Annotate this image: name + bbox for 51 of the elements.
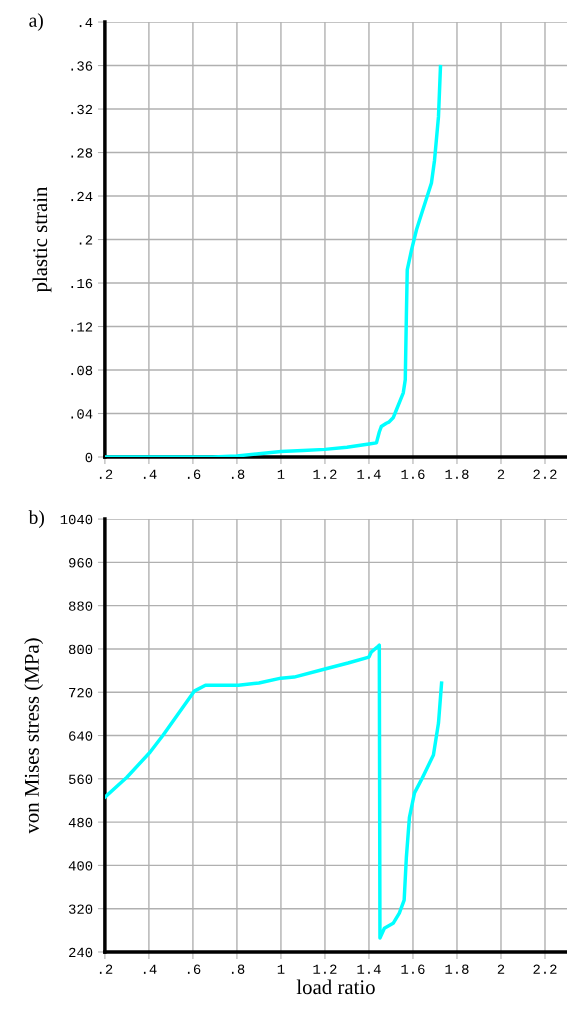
x-tick-label: 2 — [497, 964, 505, 974]
x-tick-label: .8 — [231, 469, 245, 480]
y-tick-label: .32 — [71, 104, 93, 115]
y-tick-label: 1040 — [60, 514, 93, 525]
y-axis-title: plastic strain — [32, 186, 52, 293]
y-tick-label: 0 — [85, 452, 93, 463]
y-tick-label: 800 — [68, 644, 93, 655]
x-tick-label: 1 — [277, 964, 285, 974]
y-tick-label: 480 — [68, 817, 93, 828]
x-tick-label: 1.8 — [445, 469, 469, 480]
x-tick-label: .6 — [187, 964, 201, 974]
x-tick-label: .2 — [99, 469, 113, 479]
x-tick-label: 2.2 — [533, 469, 557, 479]
y-axis-title: von Mises stress (MPa) — [24, 638, 44, 834]
y-tick-label: .04 — [71, 409, 93, 419]
x-tick-label: .2 — [99, 964, 113, 974]
x-tick-label: 1.6 — [401, 964, 425, 974]
text: a) — [29, 13, 43, 31]
y-tick-label: .16 — [71, 278, 93, 289]
y-tick-label: .08 — [71, 365, 93, 376]
y-tick-label: 960 — [69, 558, 93, 568]
y-tick-label: 240 — [69, 947, 93, 958]
x-tick-label: 1.2 — [313, 964, 337, 974]
x-tick-label: 2 — [497, 469, 505, 479]
x-tick-label: 2.2 — [533, 964, 557, 974]
x-tick-label: 1.8 — [445, 964, 469, 974]
y-tick-label: .4 — [79, 17, 93, 28]
x-tick-label: .4 — [143, 964, 157, 974]
x-tick-label: .8 — [231, 964, 245, 974]
y-tick-label: 320 — [68, 904, 93, 914]
y-tick-label: .36 — [71, 61, 93, 71]
line-series — [104, 643, 444, 940]
y-tick-label: .2 — [79, 235, 93, 245]
x-tick-label: 1.2 — [313, 469, 337, 479]
x-tick-label: .6 — [187, 469, 201, 480]
x-axis-title: load ratio — [296, 979, 375, 995]
x-tick-label: 1.6 — [401, 469, 425, 480]
y-tick-label: 880 — [68, 601, 93, 611]
text: b) — [28, 510, 44, 528]
y-tick-label: 400 — [68, 861, 93, 871]
y-tick-label: 640 — [69, 731, 93, 741]
x-tick-label: 1 — [277, 469, 285, 479]
y-tick-label: 720 — [69, 687, 93, 698]
y-tick-label: .12 — [71, 322, 93, 332]
line-series — [104, 64, 443, 457]
x-tick-label: 1.4 — [357, 964, 381, 974]
x-tick-label: 1.4 — [357, 469, 381, 479]
y-tick-label: .28 — [71, 148, 93, 158]
y-tick-label: 560 — [68, 774, 93, 784]
x-tick-label: .4 — [143, 469, 157, 479]
y-tick-label: .24 — [71, 191, 93, 202]
